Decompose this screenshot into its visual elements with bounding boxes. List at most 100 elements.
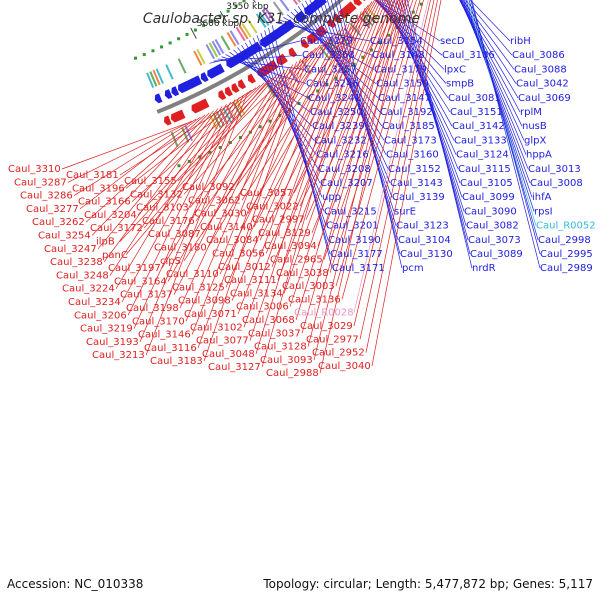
gene-label: Caul_3082 (466, 221, 519, 232)
guide-dot (306, 95, 310, 99)
gene-label: Caul_3102 (190, 322, 243, 333)
gene-label: Caul_3006 (236, 302, 289, 313)
label-leader-line (219, 29, 340, 275)
inner-feature-block (220, 35, 231, 51)
gene-label: lpxC (444, 64, 466, 75)
gene-label: Caul_2989 (540, 263, 593, 274)
guide-dot (193, 28, 197, 32)
gene-label: Caul_3279 (300, 36, 353, 47)
label-leader-line (143, 80, 269, 229)
label-leader-line (195, 41, 325, 222)
gene-label: Caul_3173 (384, 135, 437, 146)
inner-feature-block (261, 9, 273, 24)
label-leader-line (289, 0, 392, 307)
label-leader-line (388, 0, 459, 169)
gene-label: Caul_3155 (124, 176, 177, 187)
gene-label: nusB (522, 121, 547, 132)
inner-feature-block (255, 13, 267, 28)
gene-label: Caul_R0052 (536, 221, 596, 232)
label-leader-line (207, 35, 332, 248)
label-leader-line (469, 0, 511, 42)
outer-feature-block (319, 46, 331, 61)
gene-label: Caul_3110 (166, 269, 219, 280)
guide-dot (238, 135, 242, 139)
label-leader-line (465, 0, 535, 212)
guide-dot (234, 4, 238, 8)
gene-label: Caul_3262 (32, 217, 85, 228)
inner-feature-block (193, 50, 203, 66)
gene-label: Caul_3115 (458, 164, 511, 175)
gene-label: Caul_3133 (454, 135, 507, 146)
gene-label: Caul_3224 (62, 284, 115, 295)
guide-dot (160, 45, 164, 49)
inner-feature-block (272, 1, 284, 16)
label-leader-line (185, 61, 298, 322)
reverse-gene-arrow (327, 18, 337, 28)
label-leader-line (197, 56, 305, 349)
gene-label: Caul_3172 (90, 223, 143, 234)
gene-label: Caul_3206 (74, 310, 127, 321)
label-leader-line (317, 0, 410, 247)
gene-label: Caul_3105 (460, 178, 513, 189)
inner-feature-block (241, 22, 252, 38)
label-leader-line (183, 32, 336, 261)
label-leader-line (249, 14, 359, 341)
label-leader-line (67, 120, 192, 183)
gene-label: Caul_2977 (306, 334, 359, 345)
label-leader-line (404, 0, 471, 255)
gene-label: Caul_3042 (516, 79, 569, 90)
label-leader-line (79, 116, 201, 210)
label-leader-line (189, 44, 321, 208)
gene-label: Caul_3128 (254, 342, 307, 353)
guide-dot (419, 2, 423, 6)
label-leader-line (119, 89, 253, 176)
outer-feature-block (181, 127, 190, 143)
gene-label: Caul_3193 (86, 337, 139, 348)
label-leader-line (464, 0, 533, 198)
gene-label: Caul_3286 (20, 191, 73, 202)
gene-label: Caul_2952 (312, 348, 365, 359)
gene-label: Caul_3090 (464, 206, 517, 217)
reverse-gene-arrow (353, 0, 363, 6)
gene-label: Caul_3037 (248, 328, 301, 339)
map-title: Caulobacter sp. K31, complete genome (143, 11, 420, 27)
inner-feature-block (149, 71, 158, 87)
gene-label: ribH (510, 36, 531, 47)
inner-feature-block (286, 0, 299, 6)
label-leader-line (467, 0, 537, 226)
gene-label: Caul_3022 (246, 201, 299, 212)
guide-dot (177, 37, 181, 41)
gene-label: Caul_3159 (376, 79, 429, 90)
label-leader-line (393, 0, 463, 198)
gene-label: Caul_3099 (462, 192, 515, 203)
gene-label: Caul_3094 (264, 241, 317, 252)
inner-feature-block (264, 7, 276, 22)
reverse-gene-arrow (170, 112, 179, 123)
gene-label: Caul_3029 (300, 321, 353, 332)
gene-label: Caul_3098 (178, 296, 231, 307)
label-leader-line (313, 0, 404, 360)
gene-label: Caul_3136 (288, 294, 341, 305)
gene-label: Caul_3132 (130, 189, 183, 200)
gene-label: Caul_3166 (78, 197, 131, 208)
gene-label: Caul_3147 (378, 93, 431, 104)
gene-label: Caul_3246 (306, 79, 359, 90)
gene-label: Caul_3124 (456, 150, 509, 161)
gene-label: Caul_3152 (388, 164, 441, 175)
label-leader-line (396, 0, 465, 212)
label-leader-line (115, 103, 227, 289)
gene-label: Caul_R0028 (294, 308, 354, 319)
label-leader-line (353, 0, 429, 313)
label-leader-line (301, 0, 398, 334)
forward-gene-arrow (295, 12, 305, 23)
gene-label: hppA (526, 150, 552, 161)
label-leader-line (353, 0, 431, 327)
tick-mark (219, 10, 227, 22)
gene-label: Caul_3208 (318, 164, 371, 175)
gene-label: Caul_3013 (528, 164, 581, 175)
forward-gene-arrow (171, 86, 180, 97)
inner-feature-block (226, 32, 237, 47)
gene-label: Caul_3177 (330, 249, 383, 260)
gene-label: Caul_3104 (398, 235, 451, 246)
label-leader-line (91, 112, 210, 236)
